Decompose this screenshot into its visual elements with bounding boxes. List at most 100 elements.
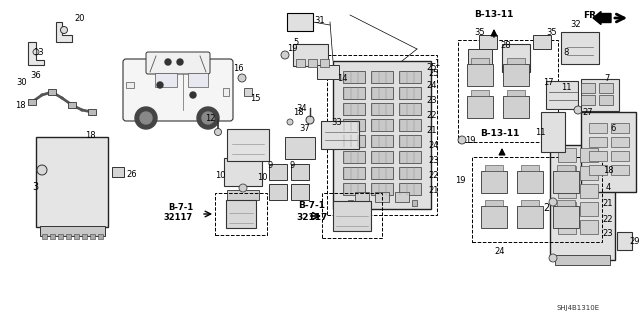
Bar	[468, 49, 492, 79]
Bar	[371, 167, 393, 179]
Bar	[319, 59, 328, 67]
Text: 29: 29	[630, 237, 640, 246]
Text: 3: 3	[32, 182, 38, 192]
Circle shape	[238, 74, 246, 82]
Text: 32: 32	[571, 20, 581, 28]
Text: 24: 24	[427, 81, 437, 90]
Circle shape	[190, 92, 196, 98]
Text: 23: 23	[603, 229, 613, 238]
Bar	[557, 200, 575, 206]
Text: 32117: 32117	[296, 213, 328, 222]
Text: SHJ4B1310E: SHJ4B1310E	[557, 305, 600, 311]
Bar	[580, 220, 598, 234]
Bar	[317, 65, 339, 79]
Text: 4: 4	[605, 182, 611, 191]
Circle shape	[549, 254, 557, 262]
Bar	[481, 206, 507, 228]
Circle shape	[177, 59, 183, 65]
Text: 16: 16	[233, 63, 243, 73]
Circle shape	[157, 82, 163, 88]
Text: 22: 22	[603, 215, 613, 225]
Bar	[371, 151, 393, 163]
Bar	[503, 64, 529, 86]
Text: 24: 24	[429, 140, 439, 149]
Circle shape	[197, 107, 219, 129]
Circle shape	[281, 51, 289, 59]
Bar	[580, 112, 636, 192]
Bar	[375, 192, 389, 202]
Text: 26: 26	[127, 170, 138, 179]
Text: 33: 33	[332, 117, 342, 126]
Bar	[553, 206, 579, 228]
Text: 19: 19	[455, 175, 465, 185]
Bar	[327, 55, 437, 215]
Bar	[223, 88, 229, 96]
Bar	[611, 123, 629, 133]
Bar	[322, 193, 382, 238]
Bar	[481, 171, 507, 193]
Text: 15: 15	[250, 93, 260, 102]
Bar	[558, 166, 576, 180]
Bar	[371, 87, 393, 99]
Bar	[28, 99, 36, 105]
Text: 2: 2	[543, 203, 549, 213]
Bar	[550, 145, 614, 260]
Text: B-13-11: B-13-11	[474, 10, 514, 19]
Text: 1: 1	[435, 59, 440, 68]
Bar	[343, 119, 365, 131]
Bar	[227, 190, 259, 200]
Text: 21: 21	[429, 186, 439, 195]
Bar	[343, 103, 365, 115]
Bar	[471, 90, 489, 96]
Bar	[485, 165, 503, 171]
Text: 13: 13	[33, 47, 44, 57]
Text: 27: 27	[582, 108, 593, 116]
Bar	[541, 112, 565, 152]
Text: 9: 9	[289, 161, 294, 170]
Bar	[399, 119, 421, 131]
Bar	[371, 183, 393, 195]
Bar	[599, 83, 613, 93]
Bar	[611, 151, 629, 161]
Bar	[553, 171, 579, 193]
Bar	[371, 119, 393, 131]
Text: 22: 22	[427, 110, 437, 119]
Text: 34: 34	[297, 103, 307, 113]
Text: 21: 21	[427, 125, 437, 134]
Bar	[291, 164, 309, 180]
Bar	[399, 167, 421, 179]
Bar	[521, 165, 539, 171]
Bar	[395, 192, 409, 202]
Circle shape	[33, 49, 39, 55]
Circle shape	[287, 119, 293, 125]
Text: 25: 25	[427, 62, 437, 71]
Bar	[458, 40, 558, 142]
Bar	[58, 234, 63, 238]
Text: B-7-1: B-7-1	[168, 203, 193, 212]
Bar	[188, 73, 208, 87]
Bar	[333, 61, 431, 209]
Bar	[554, 255, 609, 265]
Bar	[48, 89, 56, 95]
Bar	[81, 234, 86, 238]
Bar	[97, 234, 102, 238]
Bar	[126, 82, 134, 88]
Text: B-13-11: B-13-11	[480, 129, 520, 138]
Circle shape	[61, 27, 67, 34]
Text: 23: 23	[427, 95, 437, 105]
Bar	[269, 184, 287, 200]
Bar	[296, 59, 305, 67]
Bar	[399, 151, 421, 163]
Circle shape	[549, 198, 557, 206]
Polygon shape	[617, 232, 632, 250]
Circle shape	[165, 59, 171, 65]
Bar	[399, 71, 421, 83]
Circle shape	[239, 184, 247, 192]
Text: 17: 17	[543, 77, 554, 86]
Bar	[343, 183, 365, 195]
Bar	[65, 234, 70, 238]
Bar	[581, 79, 619, 111]
Circle shape	[37, 165, 47, 175]
Bar	[343, 87, 365, 99]
Text: 24: 24	[495, 247, 505, 257]
